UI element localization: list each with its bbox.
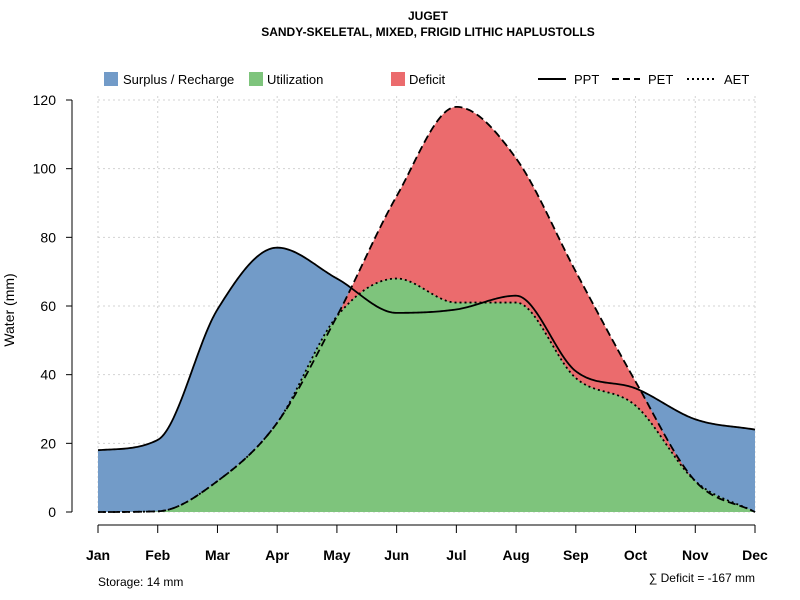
legend-label-utilization: Utilization xyxy=(267,72,323,87)
legend-label-ppt: PPT xyxy=(574,72,599,87)
line-aet xyxy=(98,277,756,513)
legend-label-aet: AET xyxy=(724,72,749,87)
x-tick-label: Sep xyxy=(563,547,589,563)
legend-swatch-deficit xyxy=(391,72,405,86)
chart-subtitle: SANDY-SKELETAL, MIXED, FRIGID LITHIC HAP… xyxy=(261,25,595,39)
x-tick-label: Apr xyxy=(265,547,290,563)
legend-swatch-utilization xyxy=(249,72,263,86)
x-tick-label: Dec xyxy=(742,547,768,563)
x-tick-label: May xyxy=(323,547,350,563)
area-fills xyxy=(98,106,755,513)
legend-label-deficit: Deficit xyxy=(409,72,446,87)
x-tick-label: Aug xyxy=(502,547,529,563)
y-tick-label: 40 xyxy=(40,367,56,383)
chart-title: JUGET xyxy=(408,9,449,23)
storage-annotation: Storage: 14 mm xyxy=(98,575,183,589)
y-tick-label: 80 xyxy=(40,229,56,245)
y-tick-label: 60 xyxy=(40,298,56,314)
x-tick-label: Feb xyxy=(145,547,170,563)
line-ppt xyxy=(97,246,756,452)
y-tick-label: 120 xyxy=(33,92,57,108)
area-utilization xyxy=(98,278,755,512)
x-tick-label: Jan xyxy=(86,547,110,563)
x-tick-label: Mar xyxy=(205,547,230,563)
legend-swatch-surplus xyxy=(104,72,118,86)
y-axis-label: Water (mm) xyxy=(1,273,17,346)
x-tick-label: Jun xyxy=(384,547,409,563)
y-tick-label: 100 xyxy=(33,161,57,177)
series-lines xyxy=(97,105,756,513)
legend-label-pet: PET xyxy=(648,72,673,87)
legend-label-surplus: Surplus / Recharge xyxy=(123,72,234,87)
x-tick-label: Oct xyxy=(624,547,648,563)
deficit-annotation: ∑ Deficit = -167 mm xyxy=(649,571,755,585)
x-tick-label: Jul xyxy=(446,547,466,563)
axes: 0 20 40 60 80 100 120 Jan Feb Mar Apr May Jun Jul Aug S… xyxy=(33,92,768,563)
y-tick-label: 0 xyxy=(48,504,56,520)
legend: Surplus / Recharge Utilization Deficit P… xyxy=(104,72,749,87)
x-tick-label: Nov xyxy=(682,547,709,563)
y-tick-label: 20 xyxy=(40,435,56,451)
